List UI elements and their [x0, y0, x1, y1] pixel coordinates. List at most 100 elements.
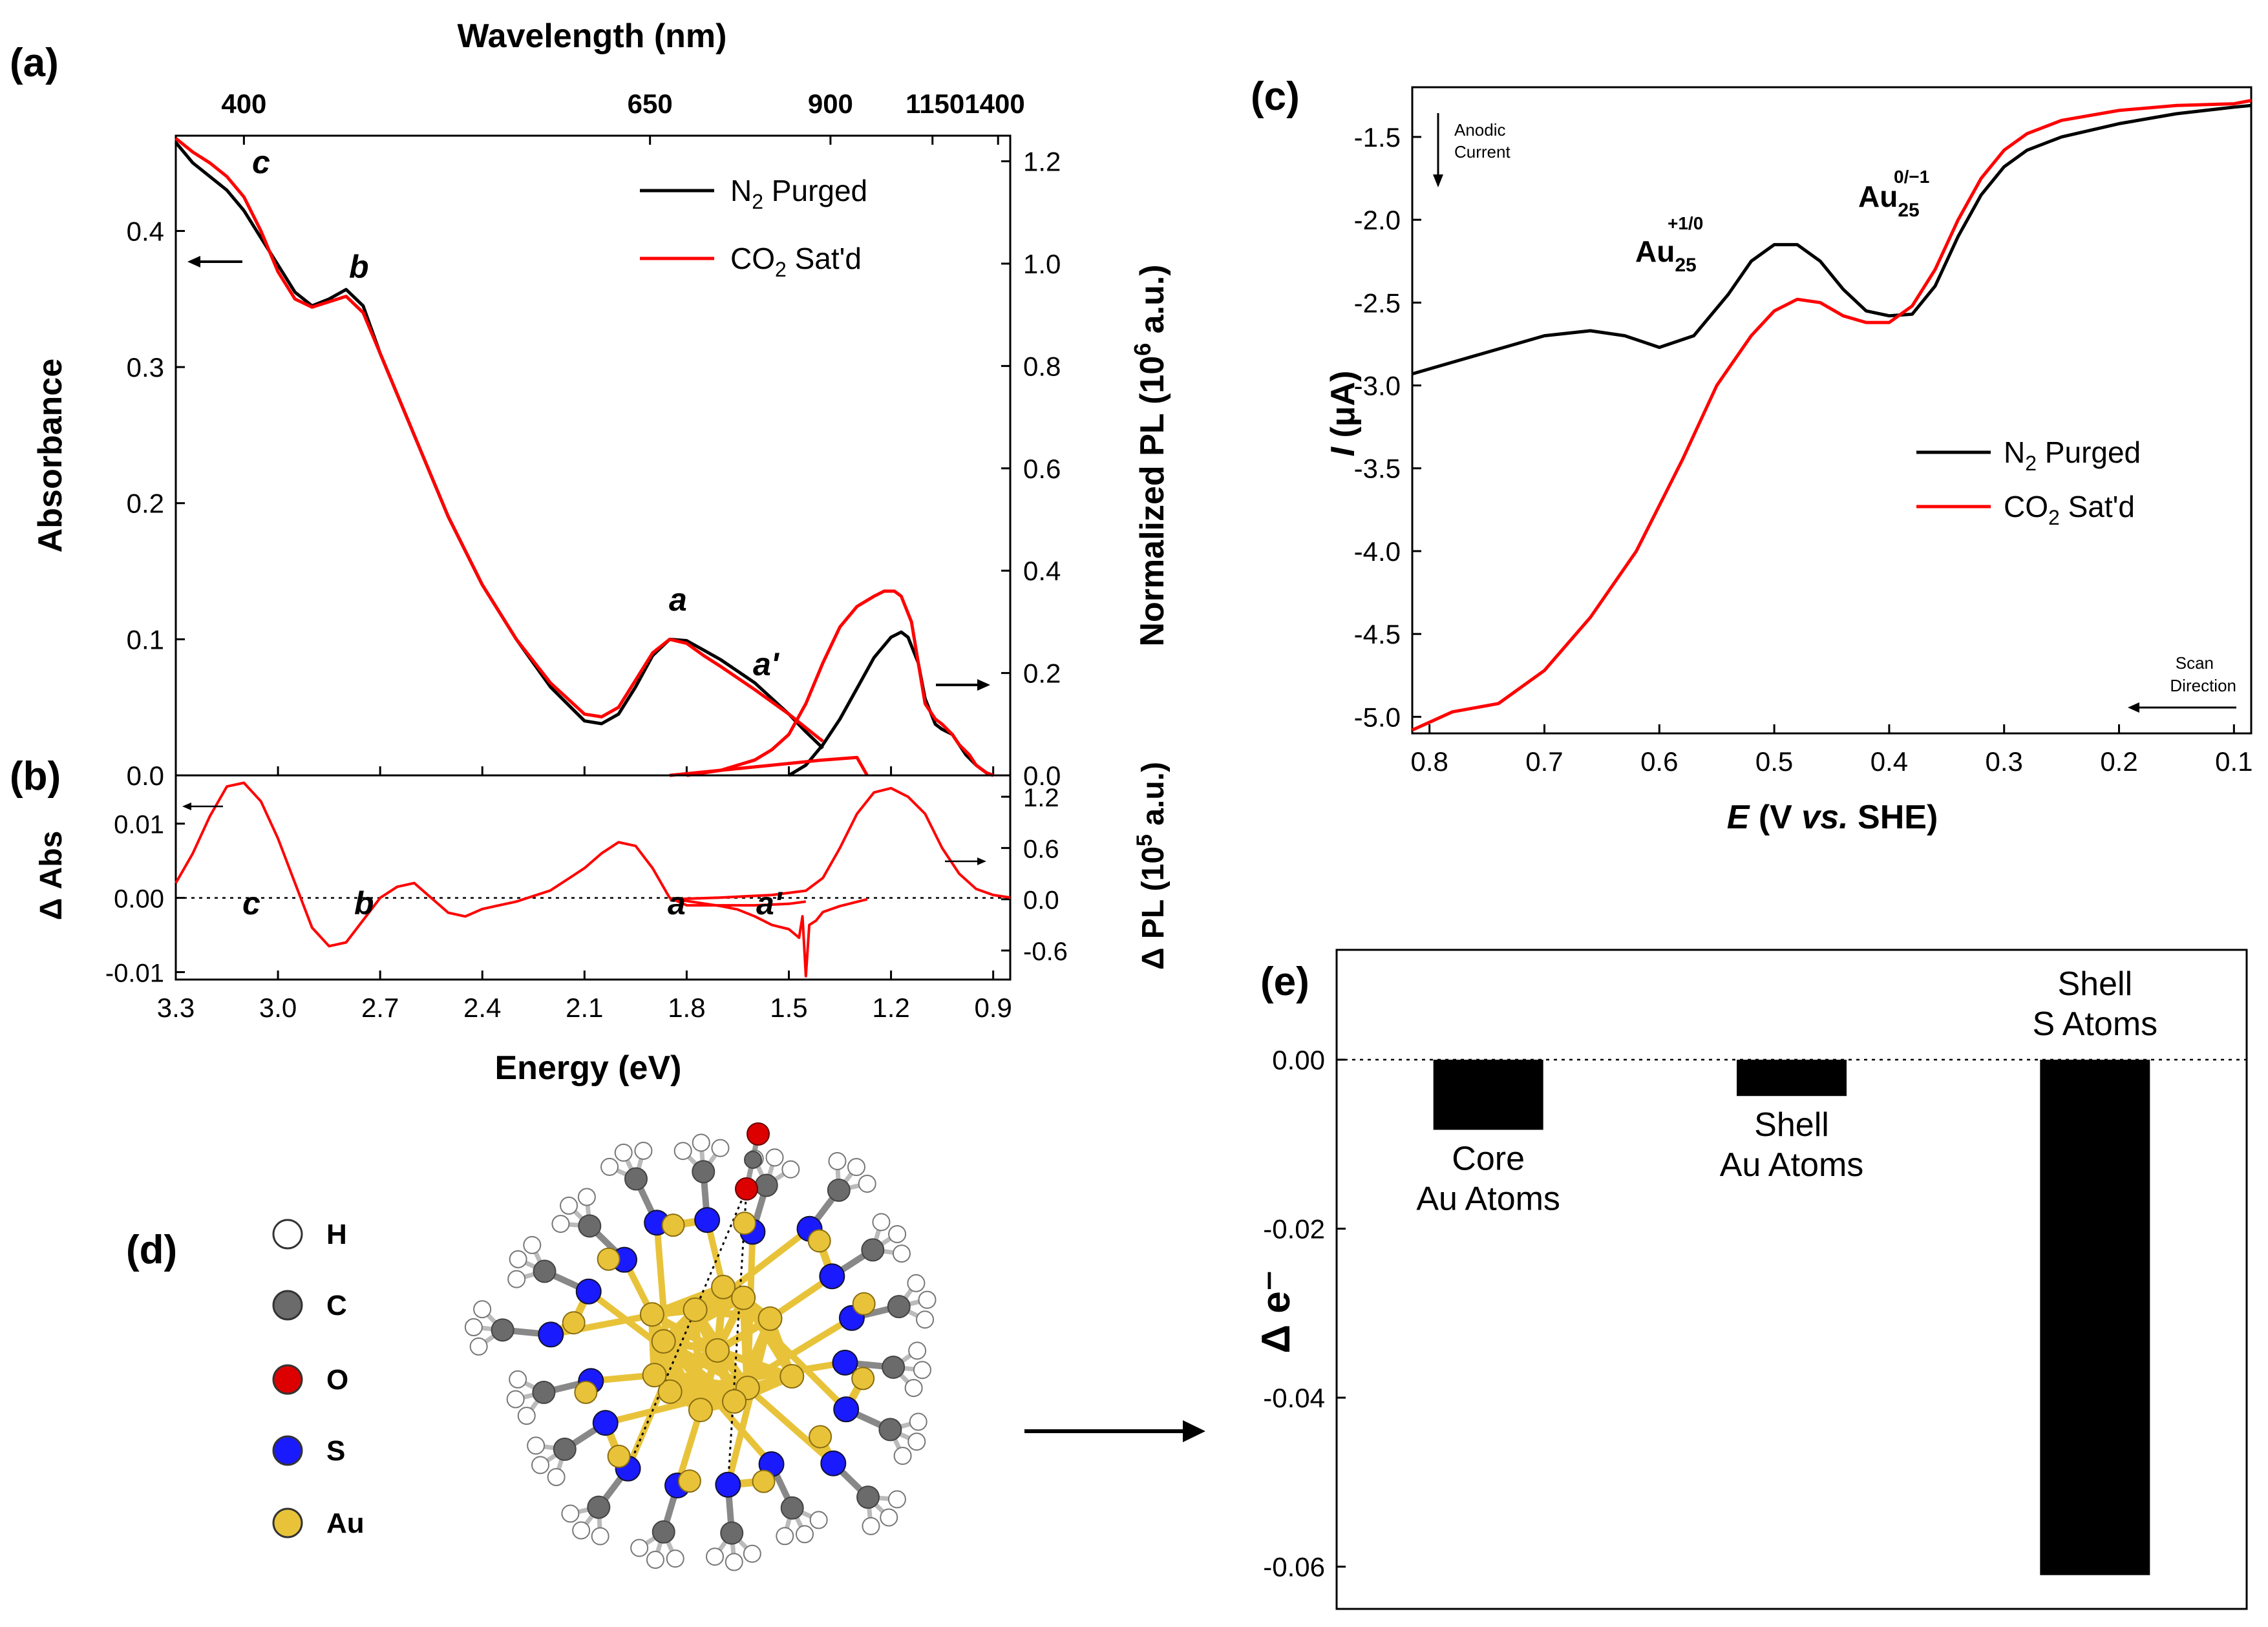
legend-co2-rest: Sat'd [787, 242, 862, 275]
delta-e-tick-label: -0.06 [1263, 1552, 1325, 1582]
au-core-atom [731, 1285, 756, 1310]
absorbance-axis-label: Absorbance [32, 359, 69, 553]
current-tick-label: -5.0 [1354, 702, 1401, 732]
bar-label-0-1: Au Atoms [1416, 1181, 1560, 1218]
atom-swatch-o [272, 1364, 303, 1395]
wavelength-axis-title: Wavelength (nm) [458, 17, 727, 55]
wavelength-tick-label: 900 [808, 89, 853, 119]
c-atom [587, 1495, 611, 1519]
legend-c-n2-label: N2 Purged [2004, 436, 2141, 475]
h-atom [781, 1160, 800, 1179]
h-atom [517, 1407, 536, 1425]
right-axis-arrow [936, 679, 990, 691]
au25-plus-peak-label: Au25 [1635, 235, 1697, 276]
panel-b-axes: -0.01 0.00 0.01 -0.6 0.0 0.6 1.2 3.3 3.0 2.7 2.4 2.… [105, 784, 1068, 1023]
legend-co2-label: CO2 Sat'd [730, 242, 862, 281]
h-atom [862, 1517, 880, 1535]
delta-e-tick-label: -0.04 [1263, 1383, 1325, 1413]
au-core-atom [711, 1274, 736, 1299]
delta-pl-axis-label: Δ PL (105 a.u.) [1132, 762, 1171, 970]
delta-pl-label-exp: 5 [1132, 834, 1157, 846]
au-core-atom [683, 1297, 708, 1323]
au-core-atom [779, 1364, 805, 1389]
h-atom [847, 1158, 865, 1177]
s-atom [694, 1207, 721, 1233]
current-axis-symbol: I [1324, 446, 1362, 456]
panel-a-plot [175, 137, 994, 777]
legend-c-co2-sym: CO [2004, 490, 2048, 523]
energy-tick-label: 2.4 [463, 992, 501, 1023]
panel-a-axes: 0.0 0.1 0.2 0.3 0.4 0.0 0.2 0.4 0.6 0.8 1.0 1.2 [127, 147, 1061, 791]
c-atom [856, 1485, 880, 1509]
normalized-pl-label-unit: a.u.) [1134, 264, 1171, 342]
panel-b: (b) -0.01 0.00 0.01 -0.6 0.0 0.6 1.2 3.3 3.0 2.7 2… [10, 754, 1171, 1087]
au25-zero-peak-label: Au25 [1858, 180, 1920, 221]
bar-label-1-1: Au Atoms [1720, 1146, 1864, 1184]
au-shell-atom [574, 1380, 598, 1404]
h-atom [509, 1250, 527, 1268]
atom-legend-label-s: S [326, 1435, 345, 1467]
h-atom [600, 1157, 619, 1176]
h-atom [531, 1456, 550, 1475]
bar-label-1-0: Shell [1754, 1106, 1829, 1144]
h-atom [469, 1337, 488, 1356]
h-atom [527, 1436, 546, 1455]
au-shell-atom [851, 1367, 875, 1391]
panel-b-plot [175, 781, 1011, 978]
bar-0 [1433, 1060, 1543, 1130]
panel-a: (a) Wavelength (nm) 400 650 900 11501400 0.… [10, 17, 1171, 791]
series-co2-sat-d-pl [686, 589, 994, 777]
h-atom [634, 1142, 653, 1160]
anodic-label-2: Current [1454, 142, 1510, 162]
legend-co2-sub: 2 [775, 258, 787, 281]
h-atom [907, 1433, 926, 1451]
series-co2-sat-d-pl-short-wavelength-tail- [669, 755, 869, 777]
panel-c-frame [1411, 86, 2252, 735]
h-atom [904, 1379, 923, 1398]
co2-interaction [627, 1188, 748, 1469]
h-atom [907, 1274, 926, 1292]
panel-c-plot [1411, 99, 2252, 732]
delta-electrons-axis-label: Δ e⁻ [1254, 1270, 1298, 1354]
s-atom [832, 1349, 858, 1376]
h-atom [464, 1318, 483, 1337]
bar-label-2-0: Shell [2058, 965, 2133, 1003]
energy-tick-label: 0.9 [974, 992, 1012, 1023]
normalized-pl-axis-label: Normalized PL (106 a.u.) [1129, 264, 1171, 646]
c-atom [720, 1521, 744, 1545]
legend-c-co2-rest: Sat'd [2060, 490, 2135, 523]
current-tick-label: -3.0 [1354, 371, 1401, 401]
scan-label-1: Scan [2176, 653, 2214, 673]
normalized-pl-label-exp: 6 [1129, 343, 1156, 356]
potential-tick-label: 0.7 [1525, 746, 1563, 777]
au-shell-atom [607, 1444, 631, 1468]
h-atom [858, 1175, 876, 1193]
au-shell-atom [562, 1311, 586, 1335]
delta-abs-tick-label: 0.00 [114, 885, 164, 914]
au-zero-sub: 25 [1898, 200, 1919, 221]
absorbance-tick-label: 0.4 [127, 216, 164, 246]
series--pl-noisy- [669, 897, 868, 978]
atom-legend-label-c: C [326, 1290, 347, 1321]
h-atom [547, 1467, 566, 1486]
atom-legend-label-au: Au [326, 1507, 365, 1539]
h-atom [560, 1196, 578, 1215]
c-atom [882, 1355, 906, 1379]
atom-legend-label-o: O [326, 1364, 348, 1396]
h-atom [809, 1511, 828, 1529]
current-tick-label: -2.5 [1354, 288, 1401, 318]
normalized-pl-tick-label: 1.0 [1023, 249, 1061, 279]
panel-b-frame [175, 774, 1012, 981]
au-core-atom [705, 1338, 730, 1363]
au-core-atom [758, 1306, 783, 1331]
wavelength-tick-label: 11501400 [906, 89, 1025, 119]
h-atom [577, 1188, 596, 1206]
co2-c-atom [744, 1151, 762, 1169]
series-n2-purged-pl [788, 630, 994, 777]
panel-c-tag: (c) [1251, 74, 1300, 119]
s-atom [575, 1278, 602, 1305]
au-plus-sup: +1/0 [1668, 213, 1703, 233]
h-atom [795, 1525, 814, 1544]
